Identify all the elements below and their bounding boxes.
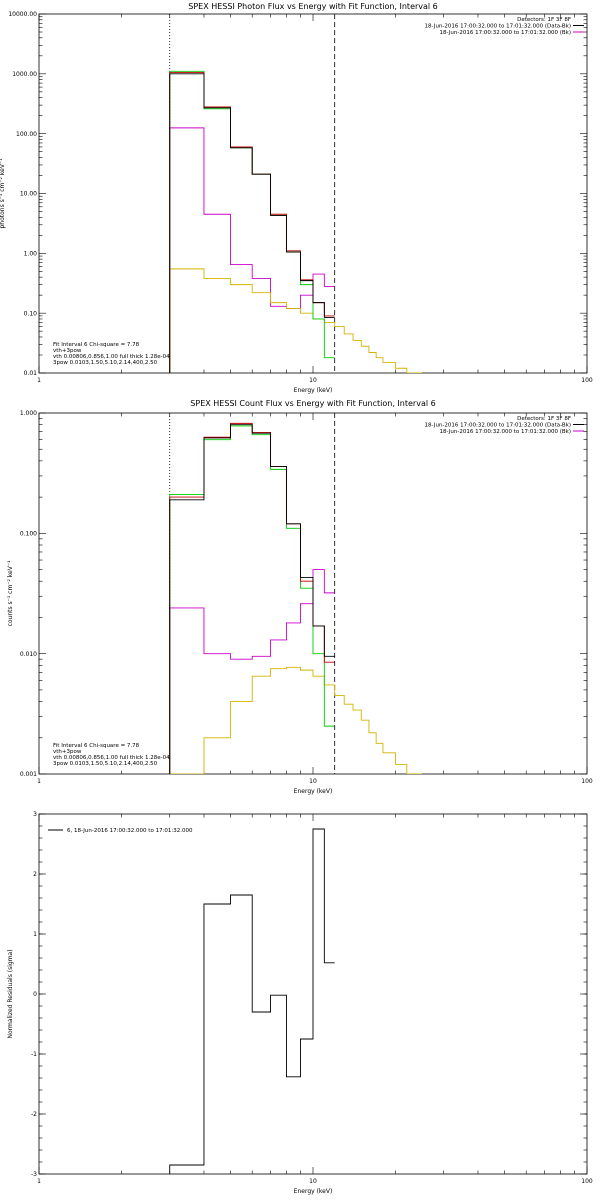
x-tick-label: 1 [37,1178,41,1185]
x-axis-label: Energy (keV) [294,788,333,795]
y-tick-label: 0 [33,991,37,998]
x-tick-label: 1 [37,377,41,384]
series-data-bk [169,424,335,774]
legend-entry: 3pow 0.0103,1.50,5.10,2.14,400,2.50 [53,360,158,366]
series-vth-3pow [169,422,335,774]
x-tick-label: 100 [581,377,593,384]
chart-panel-3: 1 10 100 Energy (keV) -3 -2 -1 0 1 2 3 Normalized R… [7,811,593,1195]
series-6-18-jun-2016-17-00-32-000-to- [169,828,335,1174]
info-line: 18-Jun-2016 17:00:32.000 to 17:01:32.000… [439,429,571,435]
legend-entry: 6, 18-Jun-2016 17:00:32.000 to 17:01:32.… [67,828,193,834]
y-tick-label: 1000.00 [12,71,37,78]
info-line: 18-Jun-2016 17:00:32.000 to 17:01:32.000… [425,423,571,429]
x-tick-label: 10 [309,778,317,785]
x-axis-label: Energy (keV) [294,1188,333,1195]
info-line: Detectors: 1F 3F 8F [517,416,571,422]
series-vth [169,70,335,373]
legend-entry: Fit Interval 6 Chi-square = 7.78 [53,342,140,348]
y-tick-label: 0.010 [20,651,37,658]
series-vth [169,425,335,774]
y-tick-label: -2 [31,1111,37,1118]
y-tick-label: 0.01 [24,370,38,377]
y-axis-label: Normalized Residuals (sigma) [7,949,14,1038]
info-line: 18-Jun-2016 17:00:32.000 to 17:01:32.000… [425,24,571,30]
x-tick-label: 100 [581,778,593,785]
y-tick-label: 1.000 [20,410,37,417]
y-tick-label: 1.00 [24,251,38,258]
y-tick-label: 0.100 [20,531,37,538]
y-tick-label: 2 [33,871,37,878]
series-3pow [169,666,423,774]
chart-panel-1: SPEX HESSI Photon Flux vs Energy with Fi… [0,2,593,394]
series-bk [169,569,335,774]
y-tick-label: 100.00 [16,131,37,138]
chart-title: SPEX HESSI Count Flux vs Energy with Fit… [190,399,435,408]
legend-entry: 3pow 0.0103,1.50,5.10,2.14,400,2.50 [53,761,158,767]
y-tick-label: 10000.00 [8,11,37,18]
legend-entry: vth 0.00806,0.856,1.00 full thick 1.28e-… [53,755,170,761]
y-tick-label: -3 [31,1171,37,1178]
legend-entry: vth+3pow [53,348,82,354]
info-line: 18-Jun-2016 17:00:32.000 to 17:01:32.000… [439,30,571,36]
y-tick-label: 1 [33,931,37,938]
legend-entry: vth+3pow [53,749,82,755]
x-tick-label: 100 [581,1178,593,1185]
x-tick-label: 10 [309,1178,317,1185]
series-bk [169,127,335,373]
y-tick-label: 0.10 [24,310,38,317]
info-line: Detectors: 1F 3F 8F [517,17,571,23]
legend-entry: vth 0.00806,0.856,1.00 full thick 1.28e-… [53,354,170,360]
series-data-bk [169,73,335,373]
chart-panel-2: SPEX HESSI Count Flux vs Energy with Fit… [7,399,593,795]
y-axis-label: photons s⁻¹ cm⁻² keV⁻¹ [0,158,6,229]
x-tick-label: 1 [37,778,41,785]
series-vth-3pow [169,72,335,373]
x-tick-label: 10 [309,377,317,384]
series-3pow [169,268,423,373]
x-axis-label: Energy (keV) [294,387,333,394]
y-tick-label: 10.00 [20,191,37,198]
y-tick-label: 3 [33,811,37,818]
y-axis-label: counts s⁻¹ cm⁻² keV⁻¹ [7,560,14,626]
legend-entry: Fit Interval 6 Chi-square = 7.78 [53,743,140,749]
y-tick-label: -1 [31,1051,37,1058]
chart-title: SPEX HESSI Photon Flux vs Energy with Fi… [188,2,438,11]
y-tick-label: 0.001 [20,771,37,778]
